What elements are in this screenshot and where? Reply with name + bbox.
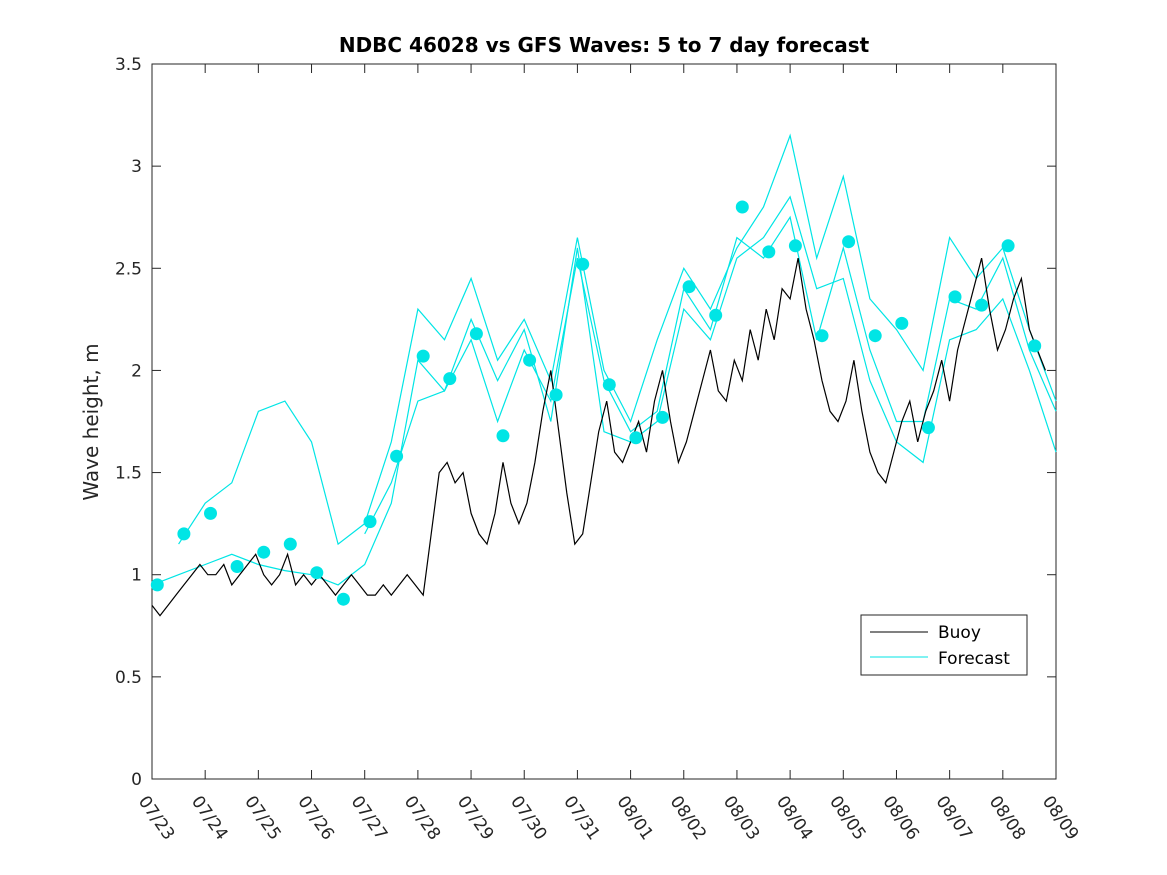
forecast-line-1 bbox=[151, 215, 1057, 586]
y-tick-label: 0.5 bbox=[115, 668, 142, 688]
legend-box bbox=[860, 614, 1028, 676]
y-tick-label: 2.5 bbox=[115, 259, 142, 279]
y-tick-label: 1 bbox=[131, 566, 142, 586]
forecast-point bbox=[815, 329, 829, 343]
y-tick-label: 3 bbox=[131, 157, 142, 177]
y-tick-label: 2 bbox=[131, 361, 142, 381]
forecast-point bbox=[656, 410, 669, 424]
forecast-point bbox=[1001, 239, 1015, 253]
forecast-point bbox=[895, 316, 909, 330]
forecast-point bbox=[762, 245, 776, 259]
forecast-point bbox=[975, 298, 989, 312]
forecast-point bbox=[257, 545, 271, 559]
forecast-point bbox=[709, 308, 723, 322]
forecast-point bbox=[629, 431, 643, 445]
forecast-point bbox=[576, 257, 590, 271]
forecast-point bbox=[204, 506, 217, 520]
chart-title: NDBC 46028 vs GFS Waves: 5 to 7 day fore… bbox=[339, 33, 870, 57]
forecast-point bbox=[177, 527, 191, 541]
forecast-point bbox=[416, 349, 430, 363]
forecast-point bbox=[523, 353, 537, 367]
forecast-line-3 bbox=[364, 195, 1057, 535]
forecast-point bbox=[788, 239, 802, 253]
forecast-point bbox=[150, 578, 164, 592]
y-axis-ticks: 0 0.5 1 1.5 2 2.5 3 3.5 bbox=[115, 55, 1056, 790]
forecast-point bbox=[230, 560, 244, 573]
forecast-point bbox=[363, 515, 377, 529]
y-axis-label: Wave height, m bbox=[79, 343, 103, 500]
forecast-point bbox=[948, 290, 962, 304]
forecast-point bbox=[310, 566, 324, 580]
legend-buoy-label: Buoy bbox=[938, 623, 981, 643]
y-tick-label: 0 bbox=[131, 770, 142, 790]
forecast-point bbox=[390, 449, 404, 463]
legend-forecast-label: Forecast bbox=[938, 649, 1010, 669]
forecast-point bbox=[921, 421, 935, 435]
forecast-point bbox=[443, 372, 457, 386]
legend: Buoy Forecast bbox=[860, 614, 1028, 676]
forecast-point bbox=[735, 200, 749, 214]
plot-area bbox=[151, 63, 1057, 780]
forecast-point bbox=[602, 378, 616, 392]
plot-frame bbox=[151, 63, 1057, 780]
buoy-line bbox=[151, 257, 1046, 617]
forecast-line-2 bbox=[178, 133, 1057, 546]
forecast-point bbox=[682, 280, 696, 294]
forecast-point bbox=[1028, 339, 1042, 353]
y-tick-label: 1.5 bbox=[115, 464, 142, 484]
forecast-point bbox=[842, 235, 856, 249]
forecast-point bbox=[868, 329, 882, 343]
forecast-point bbox=[549, 388, 563, 402]
y-tick-label: 3.5 bbox=[115, 55, 142, 75]
forecast-point bbox=[496, 429, 510, 443]
forecast-point bbox=[469, 327, 483, 341]
forecast-point bbox=[283, 537, 297, 551]
series-layer bbox=[150, 133, 1057, 617]
forecast-point bbox=[336, 592, 350, 606]
